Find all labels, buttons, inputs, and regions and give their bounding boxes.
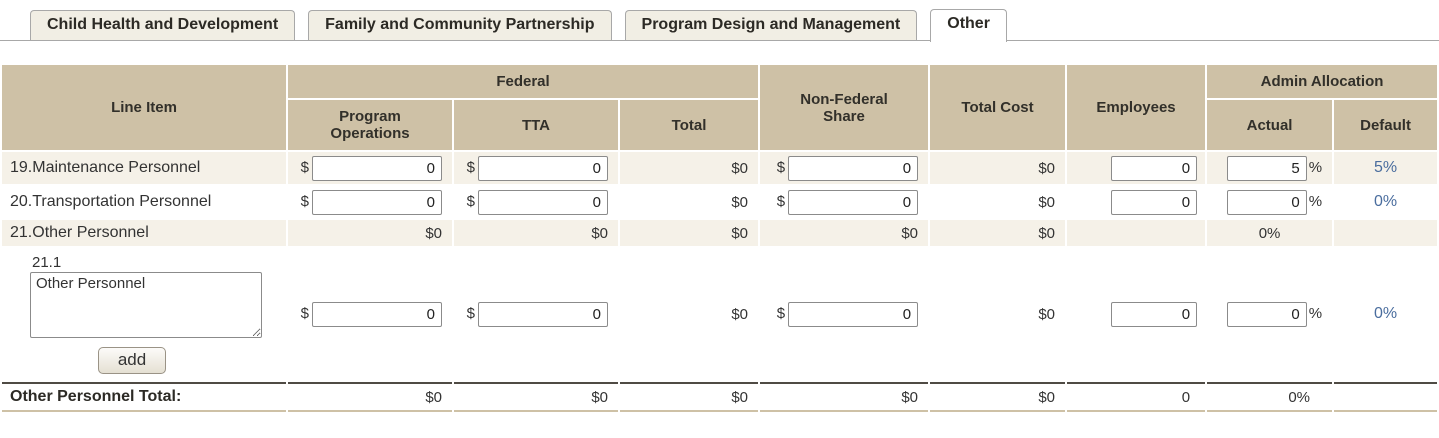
table-row-21-1-other-personnel: 21.1 Other Personnel add $ $ $0 $ $0 % 0… — [2, 248, 1438, 380]
col-header-admin-allocation: Admin Allocation — [1207, 65, 1438, 98]
table-row-19-maintenance-personnel: 19.Maintenance Personnel $ $ $0 $ $0 % 5… — [2, 152, 1438, 184]
tab-program-design-and-management[interactable]: Program Design and Management — [624, 10, 918, 40]
non-federal-share-value: $0 — [760, 220, 929, 246]
other-personnel-tta-input[interactable] — [478, 301, 608, 327]
total-cost-value: $0 — [930, 248, 1066, 380]
program-operations-value: $0 — [288, 220, 452, 246]
total-cost-value: $0 — [930, 186, 1066, 218]
add-button[interactable]: add — [97, 347, 167, 374]
col-header-non-federal-share: Non-Federal Share — [760, 65, 929, 150]
other-personnel-employees-input[interactable] — [1111, 301, 1198, 327]
percent-sign: % — [1308, 192, 1323, 210]
sub-item-number: 21.1 — [32, 254, 62, 271]
total-tta-value: $0 — [454, 382, 618, 412]
dollar-sign: $ — [776, 304, 786, 322]
line-item-label: 20.Transportation Personnel — [2, 186, 286, 218]
sub-line-item-cell: 21.1 Other Personnel add — [2, 248, 286, 380]
maintenance-employees-input[interactable] — [1111, 155, 1198, 181]
col-header-federal: Federal — [288, 65, 759, 98]
employees-value-empty — [1067, 220, 1206, 246]
total-default-allocation-empty — [1334, 382, 1438, 412]
col-header-total-cost: Total Cost — [930, 65, 1066, 150]
col-header-federal-total: Total — [620, 100, 759, 150]
col-header-line-item: Line Item — [2, 65, 286, 150]
other-personnel-non-federal-share-input[interactable] — [788, 301, 919, 327]
line-item-label: 21.Other Personnel — [2, 220, 286, 246]
transportation-non-federal-share-input[interactable] — [788, 189, 919, 215]
col-header-program-operations: Program Operations — [288, 100, 452, 150]
total-actual-allocation-value: 0% — [1207, 382, 1333, 412]
transportation-program-operations-input[interactable] — [312, 189, 442, 215]
maintenance-program-operations-input[interactable] — [312, 155, 442, 181]
default-allocation-value: 0% — [1334, 248, 1438, 380]
table-row-20-transportation-personnel: 20.Transportation Personnel $ $ $0 $ $0 … — [2, 186, 1438, 218]
dollar-sign: $ — [776, 192, 786, 210]
dollar-sign: $ — [300, 192, 309, 210]
other-personnel-description-textarea[interactable]: Other Personnel — [30, 272, 262, 338]
default-allocation-value-empty — [1334, 220, 1438, 246]
total-federal-value: $0 — [620, 382, 759, 412]
maintenance-tta-input[interactable] — [478, 155, 608, 181]
transportation-employees-input[interactable] — [1111, 189, 1198, 215]
table-row-21-other-personnel: 21.Other Personnel $0 $0 $0 $0 $0 0% — [2, 220, 1438, 246]
transportation-actual-allocation-input[interactable] — [1226, 189, 1307, 215]
default-allocation-value: 5% — [1334, 152, 1438, 184]
total-row-label: Other Personnel Total: — [2, 382, 286, 412]
total-employees-value: 0 — [1067, 382, 1206, 412]
total-cost-value: $0 — [930, 152, 1066, 184]
total-non-federal-share-value: $0 — [760, 382, 929, 412]
maintenance-non-federal-share-input[interactable] — [788, 155, 919, 181]
transportation-tta-input[interactable] — [478, 189, 608, 215]
percent-sign: % — [1308, 304, 1323, 322]
federal-total-value: $0 — [620, 248, 759, 380]
tab-other[interactable]: Other — [930, 9, 1007, 42]
other-personnel-actual-allocation-input[interactable] — [1226, 301, 1307, 327]
dollar-sign: $ — [466, 158, 475, 176]
dollar-sign: $ — [466, 192, 475, 210]
total-cost-value: $0 — [930, 220, 1066, 246]
budget-table: Line Item Federal Non-Federal Share Tota… — [0, 63, 1439, 414]
line-item-label: 19.Maintenance Personnel — [2, 152, 286, 184]
add-button-wrap: add — [2, 347, 262, 374]
dollar-sign: $ — [776, 158, 786, 176]
maintenance-actual-allocation-input[interactable] — [1226, 155, 1307, 181]
other-personnel-program-operations-input[interactable] — [312, 301, 442, 327]
dollar-sign: $ — [300, 158, 309, 176]
col-header-employees: Employees — [1067, 65, 1206, 150]
col-header-tta: TTA — [454, 100, 618, 150]
total-program-operations-value: $0 — [288, 382, 452, 412]
tta-value: $0 — [454, 220, 618, 246]
actual-allocation-value: 0% — [1207, 220, 1333, 246]
col-header-default: Default — [1334, 100, 1438, 150]
federal-total-value: $0 — [620, 186, 759, 218]
percent-sign: % — [1308, 158, 1323, 176]
tab-child-health-and-development[interactable]: Child Health and Development — [30, 10, 296, 40]
total-cost-value: $0 — [930, 382, 1066, 412]
col-header-actual: Actual — [1207, 100, 1333, 150]
tab-bar: Child Health and Development Family and … — [0, 0, 1439, 42]
tab-family-and-community-partnership[interactable]: Family and Community Partnership — [308, 10, 612, 40]
table-row-other-personnel-total: Other Personnel Total: $0 $0 $0 $0 $0 0 … — [2, 382, 1438, 412]
dollar-sign: $ — [300, 304, 309, 322]
federal-total-value: $0 — [620, 220, 759, 246]
federal-total-value: $0 — [620, 152, 759, 184]
dollar-sign: $ — [466, 304, 475, 322]
default-allocation-value: 0% — [1334, 186, 1438, 218]
